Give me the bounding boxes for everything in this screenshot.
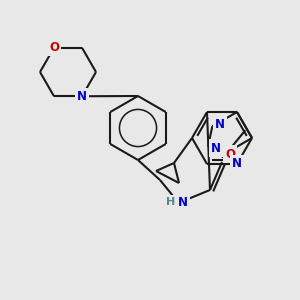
Text: N: N	[211, 142, 221, 154]
Text: O: O	[225, 148, 235, 160]
Text: N: N	[215, 118, 225, 131]
Text: N: N	[232, 158, 242, 170]
Text: N: N	[77, 90, 87, 103]
Text: O: O	[49, 41, 59, 54]
Text: N: N	[178, 196, 188, 208]
Text: H: H	[167, 197, 176, 207]
